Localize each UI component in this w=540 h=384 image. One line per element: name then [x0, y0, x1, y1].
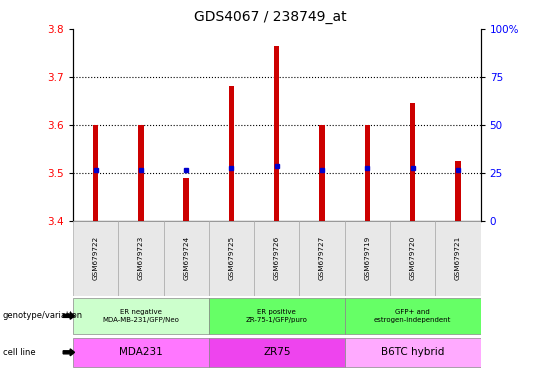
Bar: [455, 161, 461, 221]
Bar: [93, 125, 98, 221]
FancyBboxPatch shape: [435, 221, 481, 296]
Text: MDA231: MDA231: [119, 347, 163, 358]
Bar: [319, 125, 325, 221]
Text: GSM679720: GSM679720: [410, 236, 416, 280]
Text: ER positive
ZR-75-1/GFP/puro: ER positive ZR-75-1/GFP/puro: [246, 309, 308, 323]
Text: genotype/variation: genotype/variation: [3, 311, 83, 320]
FancyBboxPatch shape: [164, 221, 209, 296]
FancyBboxPatch shape: [390, 221, 435, 296]
Text: GSM679724: GSM679724: [183, 236, 189, 280]
FancyBboxPatch shape: [345, 298, 481, 334]
Bar: [138, 125, 144, 221]
FancyBboxPatch shape: [299, 221, 345, 296]
Bar: [364, 125, 370, 221]
FancyBboxPatch shape: [209, 221, 254, 296]
FancyBboxPatch shape: [345, 221, 390, 296]
Text: GSM679722: GSM679722: [92, 236, 99, 280]
Text: GSM679721: GSM679721: [455, 236, 461, 280]
Bar: [274, 46, 280, 221]
Bar: [229, 86, 234, 221]
Bar: [410, 103, 415, 221]
FancyBboxPatch shape: [209, 298, 345, 334]
Text: ZR75: ZR75: [263, 347, 291, 358]
FancyBboxPatch shape: [345, 338, 481, 367]
Text: GSM679725: GSM679725: [228, 236, 234, 280]
Text: B6TC hybrid: B6TC hybrid: [381, 347, 444, 358]
FancyBboxPatch shape: [73, 298, 209, 334]
FancyBboxPatch shape: [118, 221, 164, 296]
Text: GFP+ and
estrogen-independent: GFP+ and estrogen-independent: [374, 309, 451, 323]
Text: GSM679726: GSM679726: [274, 236, 280, 280]
Text: GSM679719: GSM679719: [364, 236, 370, 280]
Bar: [184, 178, 189, 221]
Text: GSM679727: GSM679727: [319, 236, 325, 280]
FancyBboxPatch shape: [209, 338, 345, 367]
Text: GDS4067 / 238749_at: GDS4067 / 238749_at: [194, 10, 346, 23]
FancyBboxPatch shape: [254, 221, 299, 296]
Text: GSM679723: GSM679723: [138, 236, 144, 280]
Text: cell line: cell line: [3, 348, 35, 357]
FancyBboxPatch shape: [73, 338, 209, 367]
FancyBboxPatch shape: [73, 221, 118, 296]
Text: ER negative
MDA-MB-231/GFP/Neo: ER negative MDA-MB-231/GFP/Neo: [103, 309, 179, 323]
